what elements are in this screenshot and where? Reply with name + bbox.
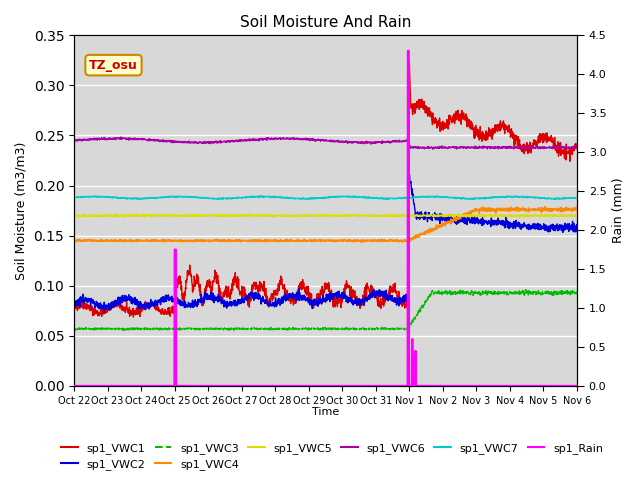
Y-axis label: Rain (mm): Rain (mm)	[612, 178, 625, 243]
Title: Soil Moisture And Rain: Soil Moisture And Rain	[240, 15, 411, 30]
Legend: sp1_VWC1, sp1_VWC2, sp1_VWC3, sp1_VWC4, sp1_VWC5, sp1_VWC6, sp1_VWC7, sp1_Rain: sp1_VWC1, sp1_VWC2, sp1_VWC3, sp1_VWC4, …	[57, 438, 607, 474]
Text: TZ_osu: TZ_osu	[89, 59, 138, 72]
X-axis label: Time: Time	[312, 407, 339, 417]
Y-axis label: Soil Moisture (m3/m3): Soil Moisture (m3/m3)	[15, 142, 28, 280]
